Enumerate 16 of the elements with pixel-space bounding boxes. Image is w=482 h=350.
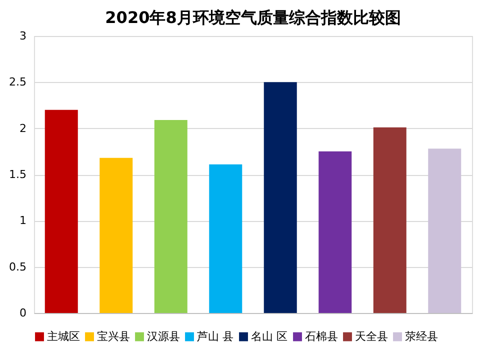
legend-label: 石棉县 — [305, 330, 338, 343]
legend-label: 名山 区 — [251, 330, 288, 343]
y-tick-label: 2 — [20, 122, 26, 135]
legend-label: 主城区 — [47, 330, 80, 343]
legend-label: 宝兴县 — [97, 330, 130, 343]
legend-label: 汉源县 — [147, 330, 180, 343]
legend-label: 芦山 县 — [197, 330, 234, 343]
y-tick-label: 0 — [20, 306, 26, 320]
legend-label: 荥经县 — [405, 330, 438, 343]
y-tick-label: 0.5 — [9, 260, 26, 274]
y-tick-label: 1 — [20, 214, 26, 228]
chart-title: 2020年8月环境空气质量综合指数比较图 — [105, 8, 401, 27]
y-tick-label: 1.5 — [9, 168, 26, 181]
legend-label: 天全县 — [355, 330, 388, 343]
y-tick-label: 2.5 — [9, 76, 26, 89]
y-tick-label: 3 — [20, 30, 26, 42]
